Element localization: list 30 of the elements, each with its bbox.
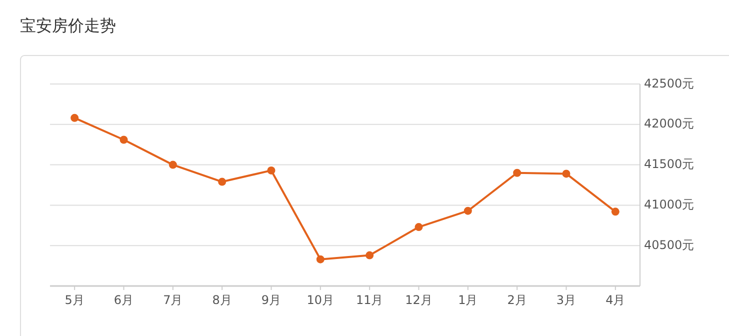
x-tick-label: 1月 [458, 293, 478, 307]
point [414, 223, 423, 232]
x-tick-label: 4月 [606, 293, 626, 307]
y-tick-label: 42000元 [644, 116, 694, 131]
point [218, 178, 226, 186]
point [611, 208, 620, 216]
point [70, 114, 79, 122]
y-tick-label: 41500元 [644, 157, 694, 172]
point [267, 166, 276, 174]
x-tick-label: 7月 [163, 293, 183, 307]
point [120, 136, 128, 144]
y-tick-label: 41000元 [644, 197, 694, 212]
x-tick-label: 11月 [356, 293, 384, 307]
point [562, 170, 570, 178]
x-tick-label: 5月 [64, 293, 84, 307]
x-tick-label: 2月 [507, 293, 527, 307]
point [366, 251, 374, 260]
point [168, 160, 177, 169]
point [513, 168, 522, 177]
point [464, 206, 472, 215]
x-tick-label: 6月 [114, 293, 134, 307]
point [316, 255, 324, 264]
x-tick-label: 3月 [556, 293, 576, 307]
x-tick-label: 8月 [212, 293, 232, 307]
y-tick-label: 40500元 [644, 238, 694, 252]
y-tick-label: 42500元 [644, 76, 694, 90]
x-tick-label: 9月 [261, 293, 282, 307]
chart-title: 宝安房价走势 [20, 16, 116, 35]
x-tick-label: 12月 [405, 293, 432, 307]
x-tick-label: 10月 [306, 293, 334, 307]
